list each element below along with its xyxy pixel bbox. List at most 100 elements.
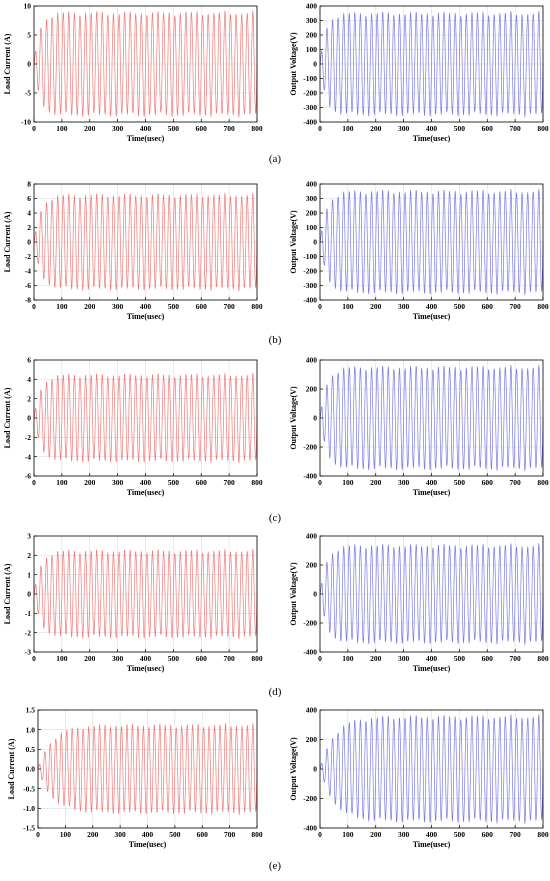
x-tick-label: 500 (168, 302, 180, 311)
x-tick-label: 100 (56, 654, 68, 663)
y-tick-label: -200 (303, 267, 317, 276)
y-tick-label: -2 (25, 252, 31, 261)
x-tick-label: 700 (224, 654, 236, 663)
y-tick-label: -1 (25, 609, 31, 618)
x-axis-label: Time(usec) (413, 488, 451, 497)
x-tick-label: 200 (370, 830, 382, 839)
y-tick-label: 5 (27, 31, 31, 40)
x-tick-label: 700 (510, 654, 522, 663)
y-tick-label: 400 (306, 180, 318, 189)
x-tick-label: 100 (56, 478, 68, 487)
y-axis-label: Output Voltage(V) (289, 32, 298, 96)
y-tick-label: 0 (313, 60, 317, 69)
y-tick-label: 3 (27, 532, 31, 541)
x-tick-label: 800 (251, 478, 263, 487)
x-tick-label: 200 (370, 654, 382, 663)
x-tick-label: 300 (115, 830, 127, 839)
x-axis-label: Time(usec) (413, 664, 451, 673)
y-tick-label: 0 (313, 765, 317, 774)
y-axis-label: Output Voltage(V) (289, 210, 298, 274)
x-tick-label: 600 (197, 830, 209, 839)
y-axis-label: Output Voltage(V) (289, 737, 298, 801)
y-tick-label: 100 (306, 45, 318, 54)
y-tick-label: 8 (27, 180, 31, 189)
x-tick-label: 300 (398, 830, 410, 839)
series-line (33, 548, 258, 640)
y-tick-label: 300 (306, 194, 318, 203)
series-line (319, 364, 544, 472)
y-tick-label: 0.0 (26, 765, 36, 774)
y-axis-label: Load Current (A) (3, 211, 12, 272)
y-tick-label: -200 (303, 794, 317, 803)
x-tick-label: 300 (398, 478, 410, 487)
x-axis-label: Time(usec) (129, 840, 167, 849)
y-tick-label: -400 (303, 648, 317, 657)
x-tick-label: 600 (482, 830, 494, 839)
y-tick-label: 0 (313, 414, 317, 423)
y-tick-label: 200 (306, 209, 318, 218)
x-tick-label: 300 (112, 478, 124, 487)
series-line (319, 542, 544, 646)
x-tick-label: 0 (32, 124, 36, 133)
x-tick-label: 800 (537, 302, 549, 311)
x-tick-label: 500 (454, 124, 466, 133)
x-tick-label: 100 (342, 124, 354, 133)
chart-8: 0 100 200 300 400 500 600 700 800 -400 -200 0 200 400… (289, 532, 549, 673)
chart-6: 0 100 200 300 400 500 600 700 800 -400 -200 0 200 400… (289, 356, 549, 497)
x-tick-label: 100 (60, 830, 72, 839)
y-tick-label: 0 (27, 590, 31, 599)
y-tick-label: 10 (24, 2, 32, 11)
x-tick-label: 700 (224, 302, 236, 311)
panel-label-e: (e) (268, 860, 282, 872)
y-tick-label: -4 (25, 267, 31, 276)
y-tick-label: -2 (25, 628, 31, 637)
y-tick-label: 0 (27, 414, 31, 423)
y-tick-label: 400 (306, 356, 318, 365)
y-tick-label: 0 (313, 238, 317, 247)
series-line (37, 722, 258, 816)
x-tick-label: 100 (342, 830, 354, 839)
panel-label-d: (d) (268, 686, 282, 698)
x-tick-label: 0 (318, 302, 322, 311)
y-tick-label: 200 (306, 31, 318, 40)
x-tick-label: 800 (251, 302, 263, 311)
y-tick-label: 1 (27, 570, 31, 579)
chart-3: 0 100 200 300 400 500 600 700 800 -8 -6 -4 -2 0 2 4 6 8 Ti… (3, 180, 263, 321)
x-tick-label: 500 (454, 654, 466, 663)
x-axis-label: Time(usec) (127, 312, 165, 321)
y-tick-label: -400 (303, 824, 317, 833)
y-tick-label: -100 (303, 74, 317, 83)
x-tick-label: 300 (112, 302, 124, 311)
x-tick-label: 200 (84, 302, 96, 311)
x-tick-label: 700 (224, 478, 236, 487)
x-tick-label: 0 (32, 302, 36, 311)
y-tick-label: -400 (303, 296, 317, 305)
chart-2: 0 100 200 300 400 500 600 700 800 -400 -300 -200 -10… (289, 2, 549, 143)
y-tick-label: 2 (27, 551, 31, 560)
y-axis-label: Load Current (A) (3, 563, 12, 624)
y-tick-label: -5 (25, 89, 31, 98)
x-tick-label: 800 (251, 654, 263, 663)
chart-10: 0 100 200 300 400 500 600 700 800 -400 -200 0 200 400… (289, 706, 549, 849)
x-tick-label: 400 (142, 830, 154, 839)
y-tick-label: 400 (306, 2, 318, 11)
y-axis-label: Load Current (A) (3, 387, 12, 448)
y-tick-label: -200 (303, 619, 317, 628)
y-tick-label: -300 (303, 281, 317, 290)
x-tick-label: 100 (56, 124, 68, 133)
y-tick-label: 200 (306, 385, 318, 394)
y-tick-label: 2 (27, 223, 31, 232)
y-tick-label: -10 (21, 118, 31, 127)
x-tick-label: 200 (87, 830, 99, 839)
x-tick-label: 100 (342, 302, 354, 311)
x-tick-label: 700 (224, 830, 236, 839)
x-axis-label: Time(usec) (413, 134, 451, 143)
x-tick-label: 800 (537, 654, 549, 663)
series-line (33, 192, 258, 292)
x-tick-label: 700 (510, 830, 522, 839)
y-tick-label: -400 (303, 472, 317, 481)
series-line (319, 10, 544, 118)
y-tick-label: -4 (25, 452, 31, 461)
y-tick-label: -6 (25, 281, 31, 290)
